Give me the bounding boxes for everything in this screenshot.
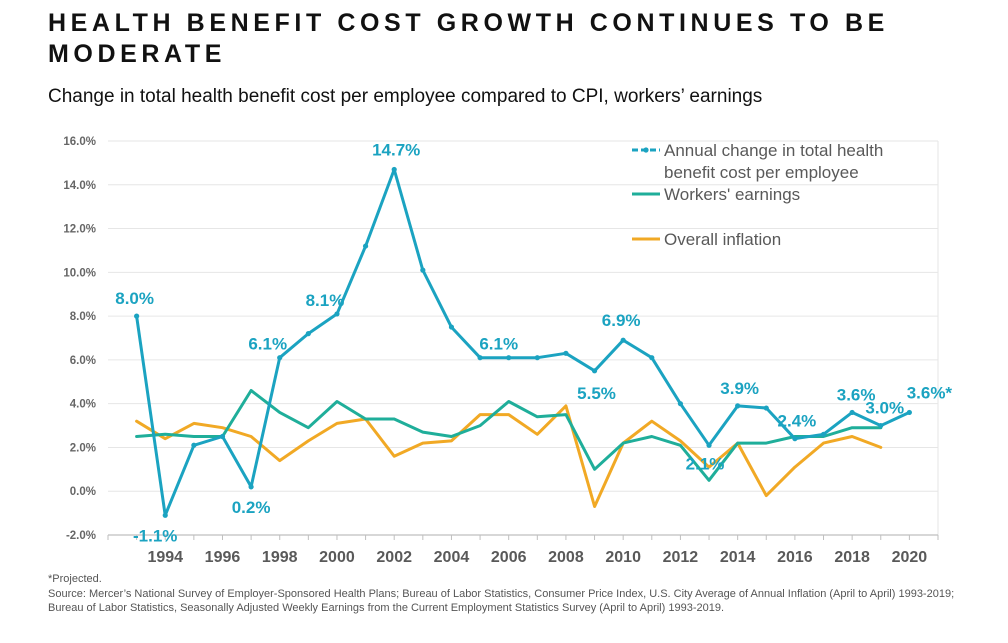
series-point (162, 512, 168, 518)
y-tick-label: -2.0% (66, 530, 96, 542)
series-point (506, 355, 512, 361)
x-tick-label: 2020 (892, 549, 928, 566)
series-point (305, 331, 311, 337)
data-label: 8.1% (306, 291, 345, 310)
series-point (591, 368, 598, 374)
x-tick-label: 2010 (605, 549, 641, 566)
source-note: Source: Mercer’s National Survey of Empl… (48, 587, 955, 615)
series-point (420, 267, 426, 273)
x-tick-label: 2004 (434, 549, 470, 566)
y-tick-label: 12.0% (63, 224, 96, 236)
footnote: *Projected. Source: Mercer’s National Su… (48, 572, 968, 616)
series-point (477, 355, 483, 361)
projected-note: *Projected. (48, 573, 102, 585)
x-tick-label: 2008 (548, 549, 584, 566)
series-point (677, 401, 684, 407)
series-point (191, 442, 197, 448)
y-tick-label: 0.0% (70, 486, 96, 498)
series-point (706, 442, 712, 448)
chart-title: HEALTH BENEFIT COST GROWTH CONTINUES TO … (48, 9, 889, 68)
series-point (334, 311, 340, 317)
data-label: 3.9% (720, 379, 759, 398)
series-point (906, 409, 912, 416)
y-tick-label: 16.0% (63, 136, 96, 148)
series-point (362, 243, 369, 249)
series-point (878, 422, 884, 429)
y-tick-label: 6.0% (70, 355, 96, 367)
y-tick-label: 2.0% (70, 442, 96, 454)
legend-label: Workers' earnings (664, 185, 800, 204)
data-label: 2.4% (778, 412, 817, 431)
series-point (534, 355, 540, 361)
series-point (134, 313, 140, 319)
data-label: -1.1% (133, 526, 177, 545)
series-point (849, 409, 855, 416)
x-tick-label: 1996 (205, 549, 241, 566)
data-label: 6.1% (248, 335, 287, 354)
data-label: 14.7% (372, 140, 420, 159)
series-point (620, 337, 626, 343)
series-point (448, 324, 455, 330)
x-tick-label: 2018 (834, 549, 870, 566)
data-label: 3.6% (837, 385, 876, 404)
series-point (735, 403, 741, 409)
y-tick-label: 4.0% (70, 399, 96, 411)
series-point (219, 433, 226, 440)
x-tick-label: 2000 (319, 549, 355, 566)
x-tick-label: 2014 (720, 549, 756, 566)
series-point (763, 405, 769, 411)
series-point (792, 436, 798, 442)
data-label: 5.5% (577, 384, 616, 403)
series-line (135, 389, 883, 482)
series-point (391, 166, 397, 173)
series-point (820, 431, 827, 437)
data-label: 6.1% (479, 335, 518, 354)
series-point (563, 350, 569, 356)
series-point (248, 484, 254, 490)
y-tick-label: 8.0% (70, 311, 96, 323)
data-label: 2.1% (686, 454, 725, 473)
data-label: 8.0% (115, 289, 154, 308)
x-tick-label: 2012 (663, 549, 699, 566)
series-line (135, 168, 911, 517)
x-tick-label: 2006 (491, 549, 527, 566)
data-label: 0.2% (232, 498, 271, 517)
x-tick-label: 2016 (777, 549, 813, 566)
data-label: 3.6%* (907, 383, 953, 402)
data-label: 3.0% (865, 399, 904, 418)
x-tick-label: 2002 (376, 549, 412, 566)
legend-label: Annual change in total health (664, 141, 883, 160)
y-tick-label: 10.0% (63, 267, 96, 279)
legend-label: Overall inflation (664, 230, 781, 249)
legend-swatch-dot (643, 147, 649, 153)
data-label: 6.9% (602, 311, 641, 330)
series-point (649, 355, 655, 361)
chart-subtitle: Change in total health benefit cost per … (48, 86, 763, 107)
series-point (277, 355, 283, 361)
legend-label: benefit cost per employee (664, 163, 859, 182)
x-tick-label: 1994 (147, 549, 183, 566)
x-tick-label: 1998 (262, 549, 298, 566)
y-tick-label: 14.0% (63, 180, 96, 192)
